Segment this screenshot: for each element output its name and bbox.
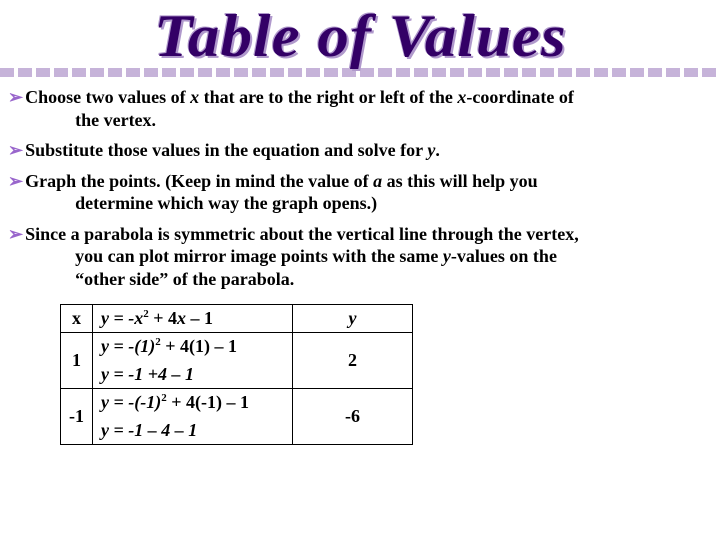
cell-eq-2a: y = -(-1)2 + 4(-1) – 1 bbox=[93, 389, 293, 417]
arrow-icon: ➢ bbox=[8, 86, 23, 131]
arrow-icon: ➢ bbox=[8, 170, 23, 215]
header-y: y bbox=[293, 305, 413, 333]
table-row: 1 y = -(1)2 + 4(1) – 1 2 bbox=[61, 333, 413, 361]
arrow-icon: ➢ bbox=[8, 139, 23, 162]
table-row: -1 y = -(-1)2 + 4(-1) – 1 -6 bbox=[61, 389, 413, 417]
bullet-1: ➢ Choose two values of x that are to the… bbox=[8, 86, 710, 131]
page-title: Table of Values bbox=[154, 2, 566, 71]
header-eq: y = -x2 + 4x – 1 bbox=[93, 305, 293, 333]
bullet-3-text: Graph the points. (Keep in mind the valu… bbox=[25, 170, 538, 215]
cell-eq-1b: y = -1 +4 – 1 bbox=[93, 361, 293, 389]
bullet-2-text: Substitute those values in the equation … bbox=[25, 139, 440, 162]
cell-x-2: -1 bbox=[61, 389, 93, 445]
bullet-2: ➢ Substitute those values in the equatio… bbox=[8, 139, 710, 162]
arrow-icon: ➢ bbox=[8, 223, 23, 291]
cell-y-1: 2 bbox=[293, 333, 413, 389]
cell-x-1: 1 bbox=[61, 333, 93, 389]
bullet-4: ➢ Since a parabola is symmetric about th… bbox=[8, 223, 710, 291]
title-area: Table of Values bbox=[0, 0, 720, 76]
header-x: x bbox=[61, 305, 93, 333]
bullet-list: ➢ Choose two values of x that are to the… bbox=[0, 84, 720, 302]
cell-y-2: -6 bbox=[293, 389, 413, 445]
cell-eq-1a: y = -(1)2 + 4(1) – 1 bbox=[93, 333, 293, 361]
bullet-1-text: Choose two values of x that are to the r… bbox=[25, 86, 574, 131]
table-header-row: x y = -x2 + 4x – 1 y bbox=[61, 305, 413, 333]
values-table: x y = -x2 + 4x – 1 y 1 y = -(1)2 + 4(1) … bbox=[60, 304, 413, 445]
bullet-4-text: Since a parabola is symmetric about the … bbox=[25, 223, 579, 291]
cell-eq-2b: y = -1 – 4 – 1 bbox=[93, 417, 293, 445]
bullet-3: ➢ Graph the points. (Keep in mind the va… bbox=[8, 170, 710, 215]
